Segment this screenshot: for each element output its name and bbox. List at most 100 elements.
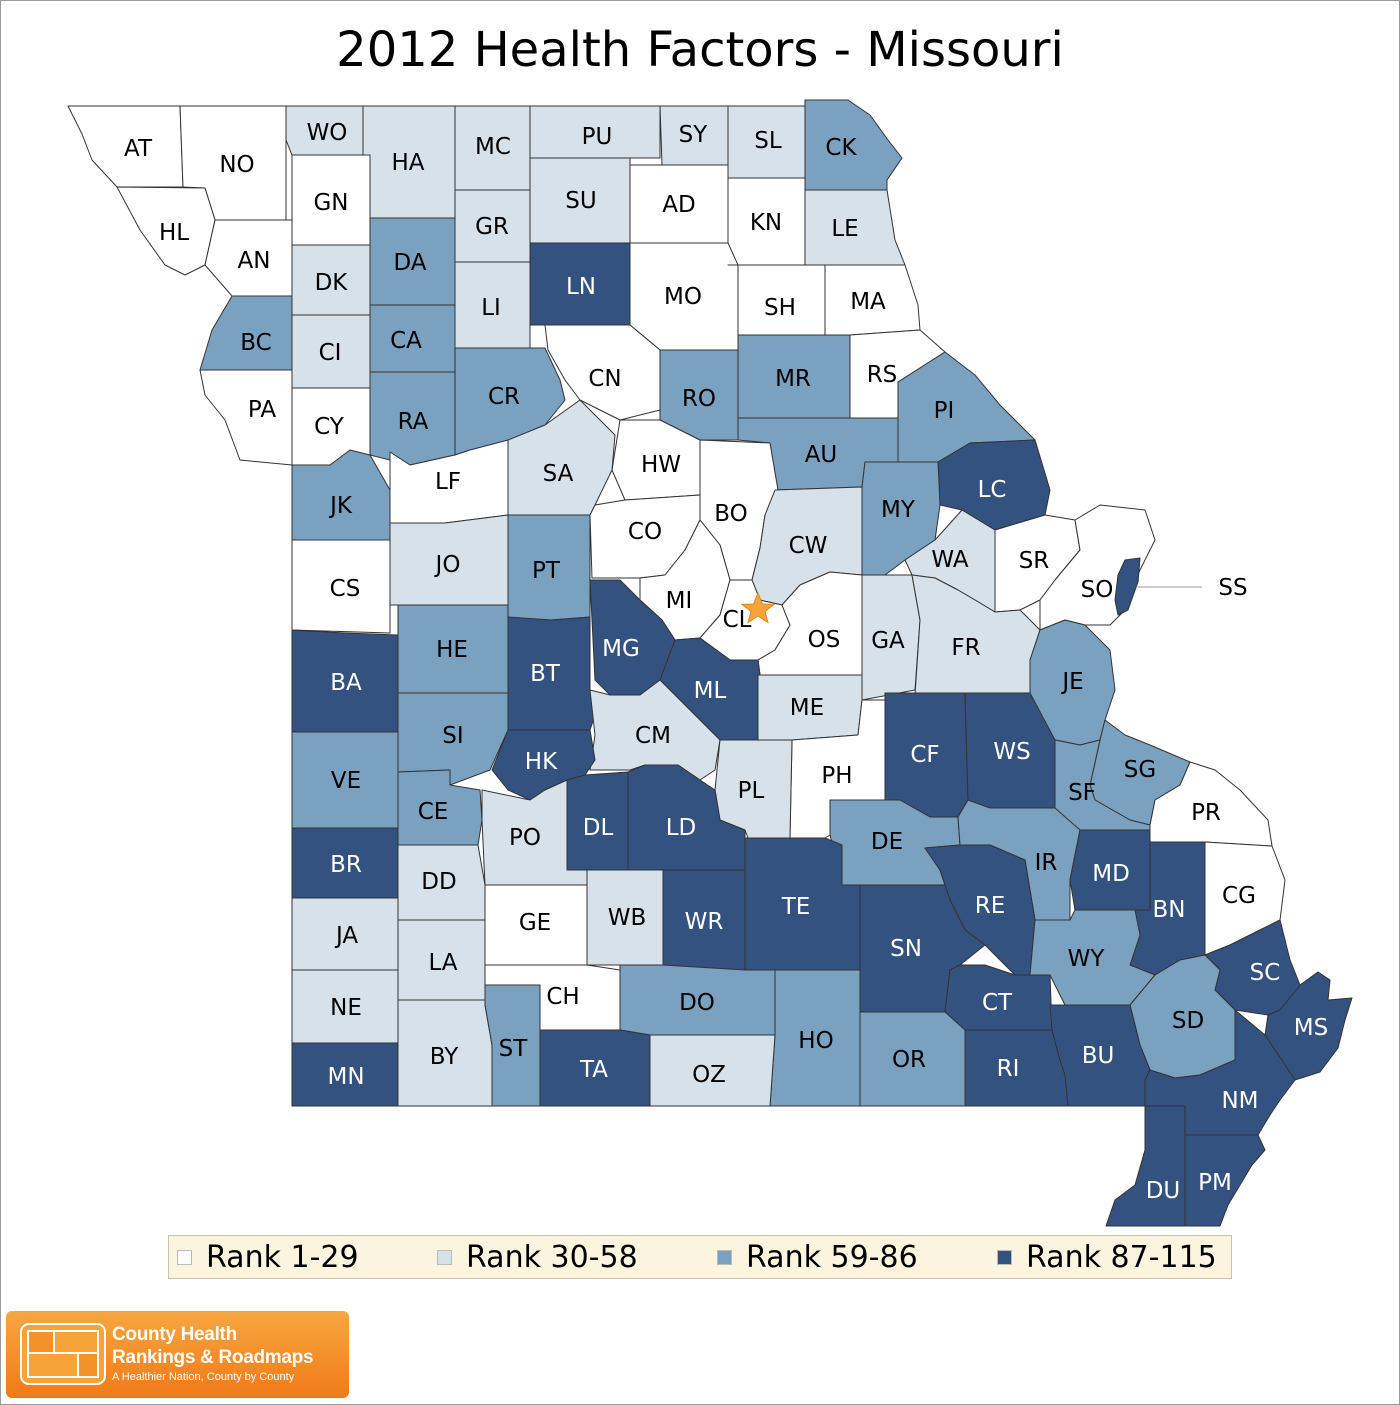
county-label-ck: CK <box>825 135 857 161</box>
county-label-te: TE <box>781 894 811 920</box>
county-label-nm: NM <box>1221 1088 1258 1114</box>
county-label-pm: PM <box>1198 1170 1232 1196</box>
county-label-mn: MN <box>327 1064 364 1090</box>
county-label-cw: CW <box>789 533 828 559</box>
legend-item-rank-1-29: Rank 1-29 <box>177 1236 359 1278</box>
county-label-si: SI <box>442 723 463 749</box>
county-ro <box>659 349 739 441</box>
county-label-cl: CL <box>723 607 752 633</box>
county-label-mr: MR <box>775 366 811 392</box>
capital-star-icon <box>740 591 776 624</box>
county-label-co: CO <box>628 519 662 545</box>
county-label-pu: PU <box>582 124 613 150</box>
county-label-ml: ML <box>694 678 727 704</box>
county-label-ms: MS <box>1294 1015 1328 1041</box>
county-label-br: BR <box>330 852 362 878</box>
county-label-he: HE <box>436 637 468 663</box>
counties-layer <box>67 99 1353 1227</box>
county-label-sa: SA <box>543 461 574 487</box>
county-label-je: JE <box>1060 669 1083 695</box>
county-label-hk: HK <box>525 749 558 775</box>
county-label-mc: MC <box>475 134 511 160</box>
county-label-ir: IR <box>1035 850 1058 876</box>
county-label-bu: BU <box>1082 1043 1115 1069</box>
county-label-my: MY <box>881 497 916 523</box>
county-label-os: OS <box>808 627 841 653</box>
county-label-ri: RI <box>997 1056 1020 1082</box>
county-label-sg: SG <box>1124 757 1156 783</box>
county-label-da: DA <box>393 250 426 276</box>
county-label-ga: GA <box>871 628 905 654</box>
county-label-mg: MG <box>602 636 640 662</box>
county-label-ta: TA <box>579 1057 608 1083</box>
county-label-cs: CS <box>330 576 361 602</box>
county-label-pr: PR <box>1191 800 1221 826</box>
county-label-pa: PA <box>248 397 276 423</box>
county-label-pt: PT <box>532 558 561 584</box>
county-label-li: LI <box>481 295 501 321</box>
county-label-la: LA <box>428 950 457 976</box>
county-fr <box>911 574 1041 696</box>
county-label-cn: CN <box>588 366 621 392</box>
county-label-de: DE <box>871 829 903 855</box>
county-label-cr: CR <box>488 384 520 410</box>
county-label-ra: RA <box>398 409 429 435</box>
county-label-du: DU <box>1146 1178 1181 1204</box>
county-cm <box>589 679 721 781</box>
county-label-do: DO <box>679 990 715 1016</box>
county-label-ct: CT <box>982 990 1013 1016</box>
county-cs <box>291 539 391 634</box>
county-label-no: NO <box>219 152 254 178</box>
county-label-pl: PL <box>738 778 765 804</box>
county-label-wo: WO <box>307 120 348 146</box>
county-label-cg: CG <box>1222 883 1256 909</box>
county-label-ca: CA <box>390 328 422 354</box>
county-label-le: LE <box>831 216 858 242</box>
county-label-wr: WR <box>685 909 724 935</box>
county-label-ge: GE <box>519 910 551 936</box>
county-label-ph: PH <box>821 763 852 789</box>
county-label-gr: GR <box>475 214 509 240</box>
legend-label: Rank 1-29 <box>206 1239 359 1275</box>
county-label-mi: MI <box>666 588 693 614</box>
county-label-ch: CH <box>546 984 579 1010</box>
county-label-hl: HL <box>159 220 189 246</box>
legend-swatch <box>997 1249 1012 1265</box>
county-label-cm: CM <box>635 723 671 749</box>
county-label-re: RE <box>975 893 1006 919</box>
map-title: 2012 Health Factors - Missouri <box>336 22 1064 78</box>
county-label-pi: PI <box>934 398 955 424</box>
legend-label: Rank 30-58 <box>466 1239 638 1275</box>
county-label-gn: GN <box>313 190 348 216</box>
county-label-at: AT <box>124 136 153 162</box>
county-pm <box>1184 1134 1266 1227</box>
county-label-dd: DD <box>421 869 456 895</box>
county-po <box>481 779 588 886</box>
county-label-sl: SL <box>754 128 782 154</box>
county-label-sd: SD <box>1172 1008 1204 1034</box>
county-label-st: ST <box>499 1036 529 1062</box>
county-label-rs: RS <box>867 362 898 388</box>
county-label-ln: LN <box>566 274 596 300</box>
county-label-cf: CF <box>910 742 939 768</box>
county-label-ss: SS <box>1218 575 1247 601</box>
county-label-lf: LF <box>435 469 461 495</box>
county-label-sf: SF <box>1068 780 1096 806</box>
legend-swatch <box>717 1249 732 1265</box>
county-label-wy: WY <box>1068 946 1106 972</box>
county-label-lc: LC <box>978 477 1007 503</box>
county-label-ce: CE <box>418 799 449 825</box>
county-label-ho: HO <box>798 1028 833 1054</box>
county-label-dk: DK <box>315 270 349 296</box>
county-ss <box>1114 557 1141 616</box>
county-label-wb: WB <box>608 905 647 931</box>
county-label-cy: CY <box>314 414 345 440</box>
legend-item-rank-87-115: Rank 87-115 <box>997 1236 1217 1278</box>
county-health-rankings-logo: County Health Rankings & Roadmaps A Heal… <box>6 1311 349 1398</box>
county-label-ba: BA <box>330 670 362 696</box>
county-oz <box>649 1034 776 1107</box>
legend-swatch <box>437 1249 452 1265</box>
county-label-me: ME <box>790 695 824 721</box>
county-hl <box>116 186 216 276</box>
county-label-bo: BO <box>714 501 747 527</box>
